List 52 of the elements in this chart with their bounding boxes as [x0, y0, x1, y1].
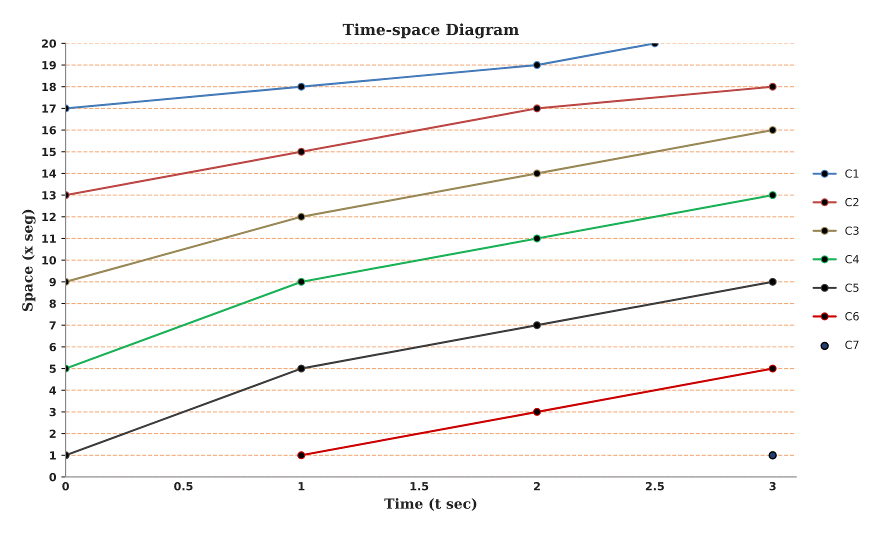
- point: [297, 212, 306, 221]
- y-tick-label: 16: [42, 126, 56, 134]
- chart-title: Time-space Diagram: [342, 23, 519, 38]
- legend-label: C5: [845, 284, 859, 292]
- legend-label: C7: [845, 340, 859, 349]
- point: [768, 278, 777, 286]
- y-tick-label: 5: [50, 364, 56, 373]
- y-tick-label: 4: [49, 386, 56, 394]
- legend-label: C6: [845, 312, 859, 320]
- y-axis-title: Space (x seg): [22, 210, 36, 311]
- point: [533, 234, 541, 242]
- point: [297, 148, 306, 156]
- x-tick-label: 3: [770, 482, 776, 490]
- point: [297, 82, 306, 91]
- y-tick-label: 18: [42, 82, 56, 92]
- x-tick-label: 1: [298, 482, 304, 490]
- x-tick-label: 1.5: [410, 482, 428, 490]
- point: [768, 126, 777, 134]
- point: [768, 82, 777, 91]
- legend-label: C3: [845, 226, 859, 235]
- point: [297, 364, 306, 373]
- point: [533, 321, 541, 330]
- y-tick-label: 2: [50, 430, 56, 438]
- y-tick-label: 20: [42, 39, 56, 48]
- x-tick-label: 2: [534, 482, 540, 490]
- y-tick-label: 8: [50, 299, 56, 308]
- y-tick-label: 10: [42, 256, 56, 265]
- y-tick-label: 17: [42, 104, 56, 113]
- y-tick-label: 11: [42, 234, 56, 243]
- point: [768, 191, 777, 200]
- y-tick-label: 9: [49, 278, 56, 286]
- y-tick-label: 3: [50, 408, 56, 416]
- y-tick-label: 14: [42, 170, 56, 178]
- legend-label: C2: [845, 198, 858, 206]
- point: [533, 169, 541, 178]
- legend-label: C1: [845, 169, 858, 178]
- point: [533, 104, 541, 112]
- y-tick-label: 12: [42, 212, 56, 222]
- x-tick-label: 2.5: [646, 482, 664, 490]
- y-tick-label: 7: [50, 321, 56, 330]
- point: [297, 278, 306, 286]
- legend-label: C4: [845, 254, 859, 264]
- y-tick-label: 19: [42, 61, 56, 70]
- y-tick-label: 0: [49, 472, 56, 482]
- point: [533, 61, 541, 70]
- y-tick-label: 13: [42, 191, 56, 200]
- y-tick-label: 15: [42, 148, 56, 156]
- x-tick-label: 0: [62, 482, 69, 490]
- y-tick-label: 1: [50, 451, 56, 460]
- x-axis-title: Time (t sec): [384, 498, 476, 511]
- y-tick-label: 6: [50, 342, 56, 352]
- x-tick-label: 0.5: [174, 482, 193, 490]
